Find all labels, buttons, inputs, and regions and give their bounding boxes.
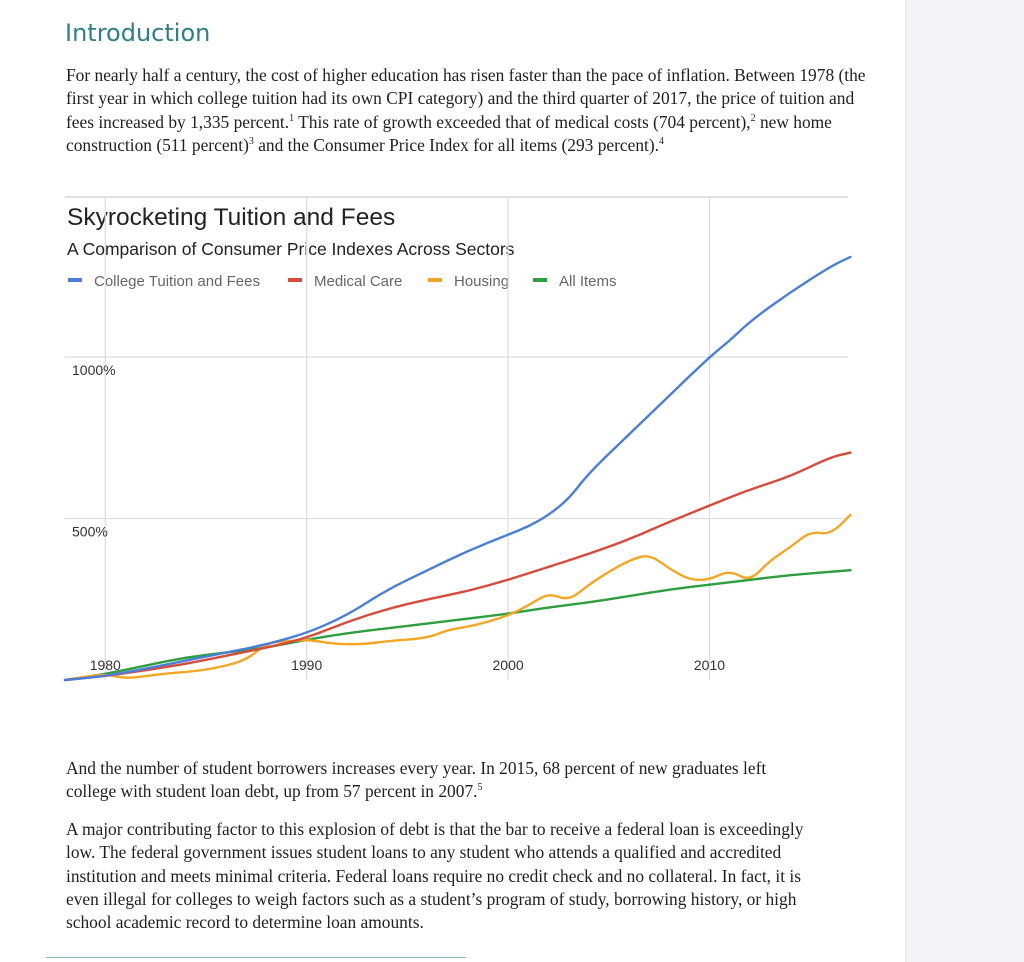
x-tick-label-1990: 1990: [291, 657, 322, 673]
legend-label-medical-care: Medical Care: [314, 273, 402, 290]
chart-series: [63, 255, 852, 682]
intro-text-4: and the Consumer Price Index for all ite…: [253, 134, 660, 155]
footnote-ref-3[interactable]: 3: [248, 136, 254, 148]
chart-grid: [65, 197, 848, 680]
intro-text-2: This rate of growth exceeded that of med…: [294, 111, 751, 132]
legend-swatch-all-items: [533, 278, 547, 282]
section-heading: Introduction: [65, 19, 211, 47]
legend-swatch-college-tuition-and-fees: [68, 278, 82, 282]
x-tick-label-1980: 1980: [90, 657, 121, 673]
cpi-line-chart: Skyrocketing Tuition and Fees A Comparis…: [63, 196, 852, 682]
legend-swatch-housing: [428, 278, 442, 282]
chart-title: Skyrocketing Tuition and Fees: [67, 204, 395, 231]
footnote-ref-4[interactable]: 4: [659, 136, 665, 148]
series-line-all-items: [63, 569, 852, 682]
footnote-ref-5[interactable]: 5: [477, 782, 483, 794]
series-line-college-tuition-and-fees: [63, 255, 852, 682]
contributing-factor-paragraph: A major contributing factor to this expl…: [66, 819, 804, 933]
footnote-ref-2[interactable]: 2: [750, 112, 756, 124]
intro-text-1: For nearly half a century, the cost of h…: [66, 65, 866, 132]
legend-label-housing: Housing: [454, 273, 509, 290]
y-tick-label-1000: 1000%: [72, 362, 116, 378]
side-panel: [906, 0, 1024, 962]
legend-swatch-medical-care: [288, 278, 302, 282]
intro-paragraph: For nearly half a century, the cost of h…: [66, 64, 866, 157]
bottom-divider: [46, 957, 466, 958]
series-line-medical-care: [63, 451, 852, 682]
chart-tick-labels: 1980 1990 2000 2010 500% 1000%: [72, 362, 725, 673]
legend-label-all-items: All Items: [559, 273, 617, 290]
borrowers-text: And the number of student borrowers incr…: [66, 758, 767, 802]
footnote-ref-1[interactable]: 1: [289, 112, 295, 124]
series-line-housing: [63, 513, 852, 682]
chart-legend: College Tuition and Fees Medical Care Hous…: [68, 273, 617, 290]
x-tick-label-2000: 2000: [493, 657, 524, 673]
intro-text-3: new home construction (511 percent): [66, 111, 832, 155]
chart-subtitle: A Comparison of Consumer Price Indexes A…: [67, 239, 515, 259]
sidebar-border: [905, 0, 906, 962]
legend-label-college-tuition-and-fees: College Tuition and Fees: [94, 273, 260, 290]
borrowers-paragraph: And the number of student borrowers incr…: [66, 757, 786, 804]
x-tick-label-2010: 2010: [694, 657, 725, 673]
y-tick-label-500: 500%: [72, 524, 108, 540]
